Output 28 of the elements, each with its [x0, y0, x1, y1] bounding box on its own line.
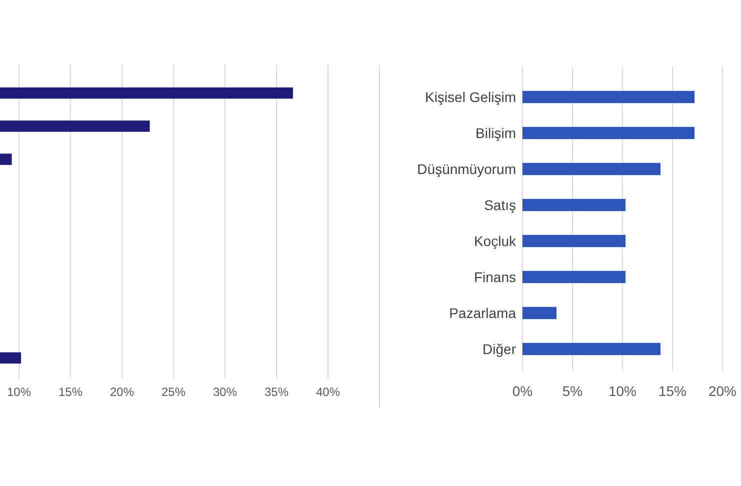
- x-tick-label: 30%: [212, 385, 238, 399]
- y-tick-label: Finans: [474, 268, 516, 285]
- x-tick-label: 10%: [608, 383, 637, 399]
- y-tick-label: Bilişim: [476, 124, 516, 141]
- x-tick-label: 20%: [708, 383, 737, 399]
- bar: [522, 90, 694, 104]
- x-tick-label: 5%: [562, 383, 583, 399]
- x-tick-label: 25%: [161, 385, 186, 399]
- x-tick-label: 40%: [316, 385, 340, 399]
- bar: [522, 306, 556, 320]
- bar: [522, 162, 660, 176]
- x-tick-label: 0%: [512, 383, 533, 399]
- bar: [522, 126, 694, 140]
- y-tick-label: Pazarlama: [449, 304, 516, 321]
- y-tick-label: Koçluk: [474, 232, 517, 249]
- x-tick-label: 10%: [6, 385, 32, 399]
- y-tick-label: Kişisel Gelişim: [424, 88, 516, 105]
- bar: [522, 342, 660, 356]
- y-tick-label: Satış: [484, 196, 516, 213]
- y-tick-label: Diğer: [482, 340, 516, 357]
- x-tick-label: 20%: [110, 385, 134, 399]
- bar: [522, 270, 626, 284]
- bar: [522, 198, 626, 212]
- x-tick-label: 35%: [264, 385, 289, 399]
- x-tick-label: 15%: [58, 385, 83, 399]
- x-tick-label: 15%: [658, 383, 687, 399]
- y-tick-label: Düşünmüyorum: [417, 160, 516, 177]
- bar: [522, 234, 626, 248]
